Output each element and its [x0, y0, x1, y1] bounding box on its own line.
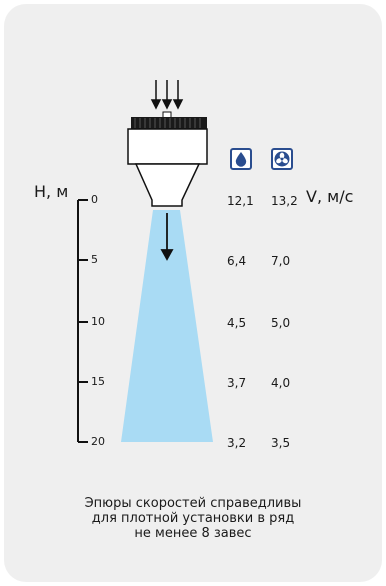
water-drop-icon: [230, 148, 252, 170]
fan-velocity-h10: 5,0: [271, 316, 291, 330]
height-axis: [77, 199, 88, 443]
intake-grille: [131, 111, 207, 129]
footnote-line-3: не менее 8 завес: [134, 526, 252, 541]
water-velocity-h10: 4,5: [227, 316, 247, 330]
intake-arrows: [150, 80, 184, 110]
footnote-line-1: Эпюры скоростей справедливы: [84, 496, 302, 511]
height-tick-15: 15: [91, 375, 105, 388]
height-tick-20: 20: [91, 435, 105, 448]
water-velocity-h5: 6,4: [227, 254, 247, 268]
diagram-card: [4, 4, 382, 582]
fan-velocity-h15: 4,0: [271, 376, 291, 390]
fan-velocity-h5: 7,0: [271, 254, 291, 268]
air-jet: [121, 210, 213, 442]
flow-arrow: [160, 213, 174, 261]
footnote-line-2: для плотной установки в ряд: [91, 511, 295, 526]
fan-velocity-h20: 3,5: [271, 436, 291, 450]
curtain-body: [127, 128, 208, 165]
water-velocity-h20: 3,2: [227, 436, 247, 450]
fan-icon: [271, 148, 293, 170]
footnote: Эпюры скоростей справедливы для плотной …: [30, 496, 356, 541]
curtain-nozzle: [134, 163, 201, 207]
fan-velocity-h0: 13,2: [271, 194, 298, 208]
height-tick-10: 10: [91, 315, 105, 328]
height-axis-label: H, м: [34, 182, 69, 201]
velocity-axis-label: V, м/с: [306, 187, 354, 206]
water-velocity-h15: 3,7: [227, 376, 247, 390]
water-velocity-h0: 12,1: [227, 194, 254, 208]
height-tick-5: 5: [91, 253, 98, 266]
height-tick-0: 0: [91, 193, 98, 206]
